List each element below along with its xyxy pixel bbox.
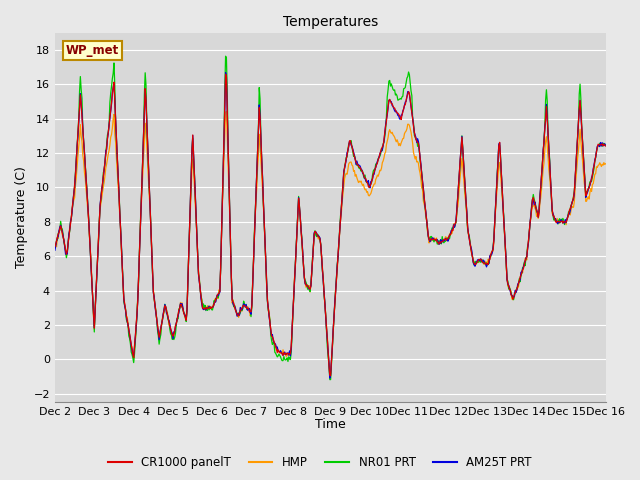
Title: Temperatures: Temperatures [283,15,378,29]
Legend: CR1000 panelT, HMP, NR01 PRT, AM25T PRT: CR1000 panelT, HMP, NR01 PRT, AM25T PRT [104,452,536,474]
Y-axis label: Temperature (C): Temperature (C) [15,167,28,268]
Text: WP_met: WP_met [66,44,119,57]
X-axis label: Time: Time [315,419,346,432]
